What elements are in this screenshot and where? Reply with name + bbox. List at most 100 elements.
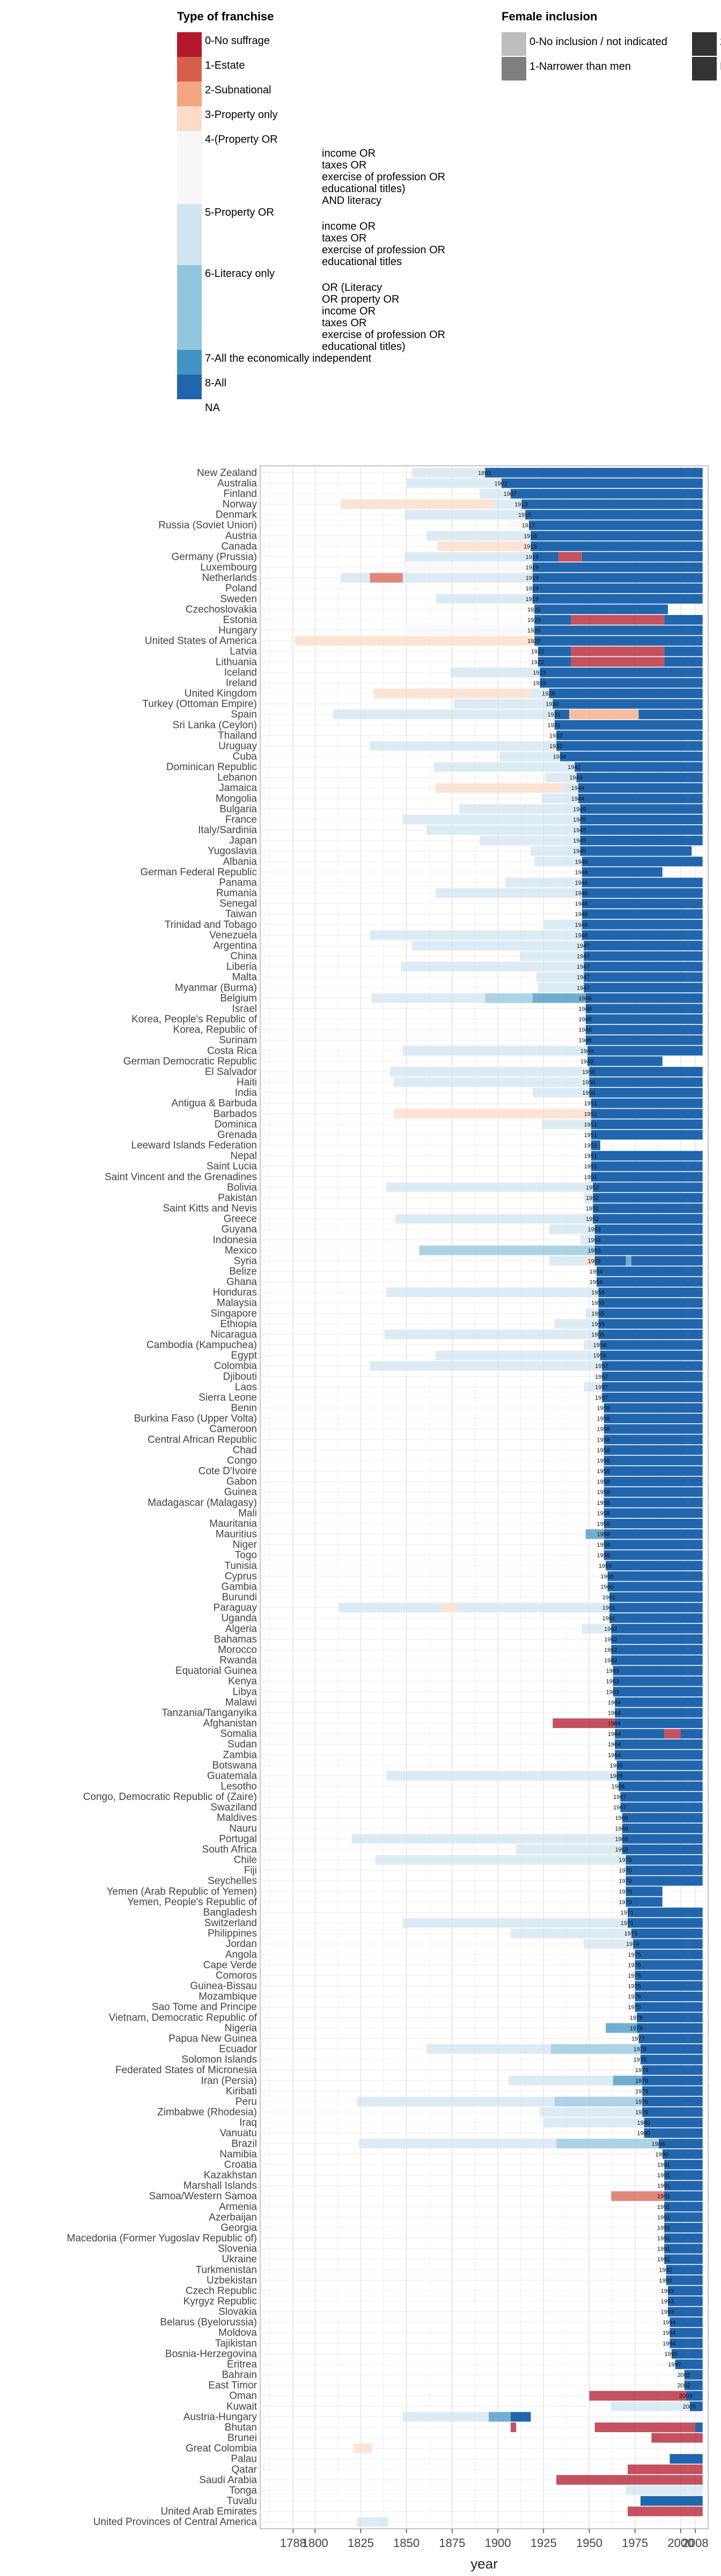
bar-segment: [684, 2370, 703, 2380]
country-label: Taiwan: [225, 909, 257, 920]
suffrage-year-label: 1970: [619, 1878, 631, 1885]
suffrage-year-label: 1968: [615, 1836, 628, 1842]
country-label: Iran (Persia): [201, 2075, 257, 2087]
bar-segment: [534, 857, 582, 867]
suffrage-year-label: 1948: [578, 1037, 591, 1044]
country-label: Zimbabwe (Rhodesia): [157, 2107, 257, 2118]
suffrage-year-label: 1952: [586, 1206, 599, 1212]
country-label: Czechoslovakia: [186, 604, 257, 615]
x-axis-title: year: [470, 2556, 498, 2572]
bar-segment: [642, 2075, 703, 2085]
legend-detail-5-1: taxes OR: [322, 232, 366, 244]
suffrage-year-label: 1975: [628, 1984, 641, 1990]
bar-segment: [370, 741, 557, 751]
bar-segment: [556, 730, 703, 741]
bar-segment: [531, 846, 580, 856]
bar-segment: [628, 2464, 703, 2475]
country-label: Tanzania/Tanganyika: [162, 1707, 258, 1718]
country-label: Brunei: [227, 2433, 257, 2444]
suffrage-year-label: 1991: [657, 2183, 670, 2190]
bar-segment: [402, 573, 533, 583]
bar-segment: [584, 983, 703, 993]
bar-segment: [554, 720, 703, 730]
bar-segment: [593, 1214, 703, 1224]
bar-segment: [689, 2401, 703, 2411]
bar-segment: [578, 793, 703, 803]
suffrage-year-label: 1945: [573, 848, 586, 855]
female-legend-label-3: N: [720, 61, 721, 72]
bar-segment: [591, 1140, 600, 1151]
bar-segment: [642, 2107, 703, 2117]
bar-segment: [602, 1382, 703, 1392]
bar-segment: [635, 1992, 703, 2002]
country-label: Somalia: [220, 1729, 257, 1740]
country-label: Peru: [236, 2096, 257, 2107]
country-label: Botswana: [212, 1760, 258, 1771]
country-label: Lesotho: [220, 1781, 257, 1792]
suffrage-year-label: 1954: [590, 1279, 602, 1286]
bar-segment: [604, 1529, 703, 1539]
country-label: Nigeria: [225, 2023, 258, 2034]
country-label: Costa Rica: [207, 1045, 257, 1057]
bar-segment: [664, 2170, 703, 2180]
suffrage-year-label: 1947: [577, 954, 590, 960]
x-tick-label: 1950: [576, 2536, 602, 2550]
country-label: Benin: [231, 1403, 257, 1414]
bar-segment: [333, 709, 555, 720]
suffrage-year-label: 1991: [657, 2204, 670, 2211]
bars: [295, 467, 703, 2527]
suffrage-year-label: 1968: [615, 1815, 628, 1821]
bar-segment: [549, 1224, 595, 1234]
country-label: Belgium: [220, 993, 257, 1004]
suffrage-year-label: 1979: [635, 2078, 648, 2084]
legend-label-1: 1-Estate: [205, 60, 245, 71]
country-label: Qatar: [231, 2464, 257, 2475]
suffrage-year-label: 1942: [568, 764, 580, 771]
bar-segment: [584, 1382, 602, 1392]
bar-segment: [631, 1928, 703, 1938]
bar-segment: [556, 2475, 703, 2485]
country-label: Korea, People's Republic of: [131, 1014, 258, 1025]
suffrage-year-label: 1978: [634, 2057, 646, 2063]
bar-segment: [532, 552, 558, 562]
country-label: Israel: [232, 1003, 257, 1014]
bar-segment: [384, 1329, 599, 1340]
suffrage-year-label: 1915: [518, 512, 531, 518]
bar-segment: [585, 1308, 599, 1319]
suffrage-year-label: 1952: [586, 1184, 599, 1191]
bar-segment: [671, 2348, 703, 2359]
suffrage-year-label: 1944: [571, 796, 584, 802]
bar-segment: [611, 1655, 703, 1665]
country-label: Angola: [225, 1949, 258, 1960]
female-legend-swatch-1: [502, 57, 526, 80]
country-label: United Provinces of Central America: [93, 2516, 258, 2528]
country-label: Uzbekistan: [207, 2275, 257, 2286]
country-label: Libya: [233, 1686, 258, 1697]
legend-swatch-3: [177, 106, 202, 131]
country-label: Seychelles: [208, 1876, 257, 1887]
legend-detail-4-1: taxes OR: [322, 159, 366, 171]
country-label: Fiji: [244, 1865, 257, 1876]
bar-segment: [501, 478, 703, 488]
suffrage-year-label: 1958: [597, 1510, 609, 1517]
bar-segment: [664, 1729, 681, 1739]
suffrage-year-label: 1945: [573, 838, 586, 844]
bar-segment: [604, 1403, 703, 1413]
suffrage-year-label: 1962: [604, 1647, 617, 1653]
bar-segment: [571, 614, 665, 625]
country-label: Ecuador: [219, 2044, 257, 2055]
suffrage-year-label: 1923: [533, 670, 546, 676]
bar-segment: [589, 1066, 703, 1077]
bar-segment: [580, 825, 703, 835]
suffrage-year-label: 1946: [575, 922, 588, 928]
bar-segment: [642, 2065, 703, 2075]
bar-segment: [604, 1414, 703, 1424]
bar-segment: [576, 772, 703, 782]
suffrage-year-label: 1958: [597, 1447, 609, 1454]
bar-segment: [609, 1602, 703, 1613]
country-label: Djibouti: [223, 1371, 257, 1382]
bar-segment: [664, 657, 703, 667]
suffrage-year-label: 2005: [683, 2404, 696, 2410]
country-label: Turkey (Ottoman Empire): [142, 699, 257, 710]
